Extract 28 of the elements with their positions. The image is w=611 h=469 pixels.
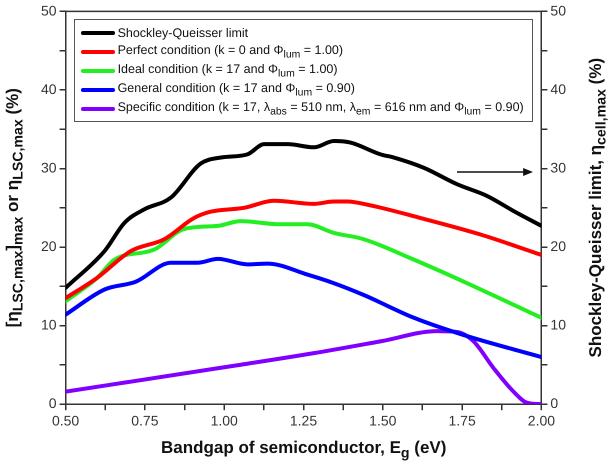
legend-label: General condition (k = 17 and Φ$_{lum}$ = 0.90) — [118, 81, 355, 99]
x-tick-label: 1.75 — [448, 412, 476, 428]
line-series — [66, 256, 542, 360]
legend-label: Specific condition (k = 17, λ$_{abs}$ = 510 nm, λ$_{em}$ = 616 nm and Φ$_{lum}$ = 0.90) — [118, 100, 524, 118]
y-tick-label: 10 — [40, 316, 57, 332]
legend-label: Shockley-Queisser limit — [118, 26, 248, 40]
x-tick-label: 1.00 — [210, 412, 238, 428]
x-tick-label: 0.75 — [131, 412, 159, 428]
y2-tick-label: 50 — [550, 2, 566, 18]
x-tick-label: 0.50 — [52, 412, 80, 428]
legend-label: Perfect condition (k = 0 and Φ$_{lum}$ = 1.00) — [118, 43, 344, 61]
x-tick-label: 2.00 — [528, 412, 556, 428]
y-tick-label: 40 — [40, 80, 57, 97]
legend-label: Ideal condition (k = 17 and Φ$_{lum}$ = 1.00) — [118, 62, 338, 80]
x-axis-title: Bandgap of semiconductor, E$_{g}$ (eV) — [161, 438, 446, 462]
y-tick-label: 50 — [40, 2, 57, 18]
y2-tick-label: 20 — [550, 238, 566, 254]
x-tick-label: 1.25 — [290, 412, 318, 428]
line-series — [66, 139, 542, 290]
y2-tick-label: 40 — [550, 80, 566, 97]
x-tick-label: 1.50 — [369, 412, 397, 428]
y2-tick-label: 0 — [550, 395, 558, 412]
y2-tick-label: 10 — [550, 316, 566, 332]
line-series — [66, 198, 542, 300]
y-tick-label: 30 — [40, 159, 57, 176]
y-tick-label: 0 — [48, 395, 57, 412]
y-tick-label: 20 — [40, 238, 57, 254]
y2-tick-label: 30 — [550, 159, 566, 176]
